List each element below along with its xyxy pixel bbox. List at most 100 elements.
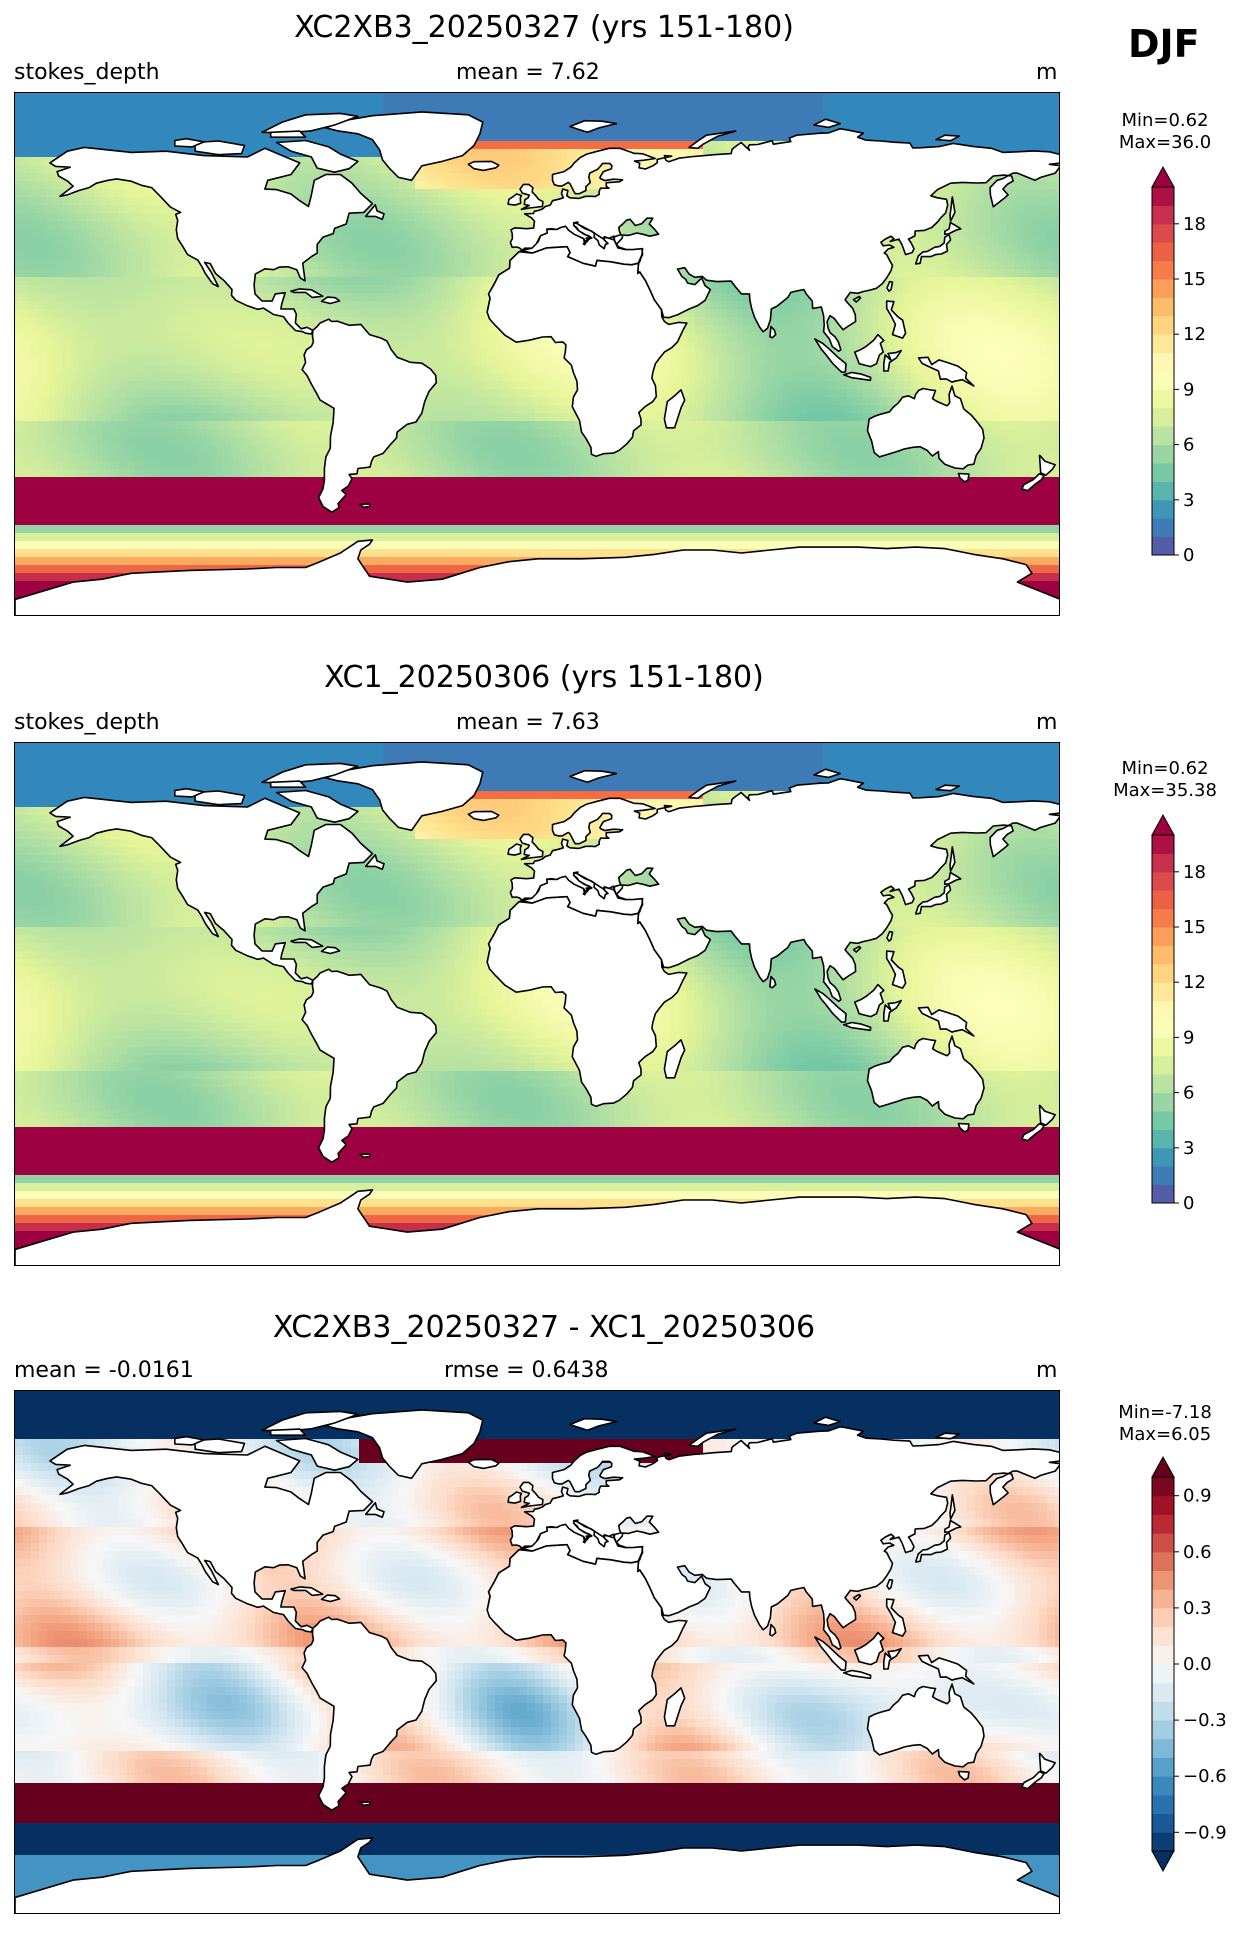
coastline-sri-lanka <box>769 975 777 989</box>
coastline-sri-hainan <box>852 295 862 303</box>
coastline-nz-south <box>1021 1771 1045 1790</box>
colorbar-tick-label: 6 <box>1183 435 1194 456</box>
coastline-africa-south <box>486 895 688 1108</box>
colorbar-step <box>1152 1757 1174 1777</box>
coastline-hokkaido <box>944 221 962 235</box>
colorbar-step <box>1152 945 1174 965</box>
colorbar-step <box>1152 426 1174 446</box>
coastline-borneo <box>853 1631 885 1666</box>
colorbar-tick-label: 9 <box>1183 1027 1194 1048</box>
coastline-nz-south <box>1021 473 1045 492</box>
colorbar-tick-label: 0 <box>1183 545 1194 565</box>
colorbar-step <box>1152 1533 1174 1553</box>
colorbar-step <box>1152 518 1174 538</box>
coastline-iceland <box>467 810 500 822</box>
colorbar-step <box>1152 1589 1174 1609</box>
coastline-japan <box>914 884 952 915</box>
variable-label: stokes_depth <box>14 710 160 735</box>
colorbar-min: Min=0.62 <box>1085 758 1245 780</box>
colorbar-extend-min <box>1151 1850 1175 1873</box>
coastline-new-zealand <box>1038 1104 1056 1126</box>
colorbar-step <box>1152 223 1174 243</box>
coastline-north-america <box>49 146 374 335</box>
coastline-java <box>842 1669 872 1680</box>
coastline-philippines <box>885 950 907 989</box>
colorbar-step <box>1152 481 1174 501</box>
coastline-cuba <box>290 1586 324 1597</box>
colorbar-step <box>1152 1701 1174 1721</box>
season-label: DJF <box>1128 22 1200 66</box>
colorbar-step <box>1152 1037 1174 1057</box>
colorbar-step <box>1152 1570 1174 1590</box>
colorbar-tick-label: 6 <box>1183 1083 1194 1104</box>
panel-title: XC1_20250306 (yrs 151-180) <box>14 660 1074 695</box>
coastline-hokkaido <box>944 1519 962 1533</box>
coastline-victoria <box>194 1438 246 1454</box>
colorbar-tick-label: 3 <box>1183 490 1194 511</box>
colorbar-step <box>1152 1019 1174 1038</box>
coastline-africa-south <box>486 1543 688 1756</box>
map-plot <box>14 742 1060 1266</box>
colorbar-step <box>1152 1055 1174 1075</box>
coastline-tasmania <box>957 472 970 483</box>
colorbar-step <box>1152 444 1174 464</box>
coastline-philippines <box>885 1598 907 1637</box>
coastline-devon <box>269 130 307 138</box>
colorbar-tick-label: 12 <box>1183 324 1206 345</box>
coastline-devon <box>269 780 307 788</box>
colorbar-step <box>1152 1813 1174 1833</box>
coastline-africa-eurasia <box>486 778 1059 1002</box>
coastline-sumatra <box>814 988 847 1023</box>
colorbar-tick-label: 0.9 <box>1183 1486 1212 1507</box>
colorbar-step <box>1152 1664 1174 1684</box>
coastline-australia <box>866 1035 985 1120</box>
coastline-baffin <box>275 1437 359 1471</box>
colorbar-tick-label: 12 <box>1183 972 1206 993</box>
coastline-new-zealand <box>1038 454 1056 476</box>
colorbar-tick-label: −0.3 <box>1183 1710 1227 1731</box>
coastline-iceland <box>467 160 500 172</box>
coastline-java <box>842 1021 872 1032</box>
colorbar-step <box>1152 1129 1174 1149</box>
coastline-hispaniola <box>320 296 341 305</box>
coastline-australia <box>866 385 985 470</box>
coastline-antarctica <box>15 1837 1059 1913</box>
colorbar-tick-label: 15 <box>1183 917 1206 938</box>
coastline-cuba <box>290 938 324 949</box>
coastline-antarctica <box>15 539 1059 615</box>
coastline-victoria <box>194 790 246 806</box>
coastline-tasmania <box>957 1770 970 1781</box>
colorbar: −0.9 −0.6 −0.3 0.0 0.3 0.6 0.9 <box>1151 1455 1227 1873</box>
coastline-greenland <box>325 1409 484 1480</box>
coastline-svalbard <box>569 119 618 134</box>
coastline-sri-lanka <box>769 1623 777 1637</box>
colorbar-step <box>1152 890 1174 910</box>
coastline-new-siberian <box>935 1432 961 1440</box>
coastline-north-america <box>49 796 374 985</box>
colorbar-tick-label: 18 <box>1183 862 1206 883</box>
coastline-falklands <box>359 1801 371 1807</box>
coastline-taiwan <box>886 1578 894 1590</box>
coastline-banks <box>174 787 205 798</box>
colorbar-step <box>1152 1074 1174 1094</box>
colorbar-step <box>1152 1776 1174 1796</box>
coastline-severnaya <box>813 768 841 779</box>
colorbar-extend-max <box>1151 165 1175 188</box>
colorbar-tick-label: 0.6 <box>1183 1542 1212 1563</box>
coastline-newfoundland <box>364 204 385 221</box>
colorbar-step <box>1152 279 1174 298</box>
colorbar-step <box>1152 908 1174 928</box>
colorbar-step <box>1152 871 1174 891</box>
colorbar-step <box>1152 927 1174 946</box>
coastline-japan <box>914 234 952 265</box>
colorbar-tick-label: 15 <box>1183 269 1206 290</box>
colorbar-step <box>1152 352 1174 372</box>
coastline-sri-hainan <box>852 1593 862 1601</box>
colorbar-tick-label: 3 <box>1183 1138 1194 1159</box>
coastline-new-guinea <box>917 1654 975 1685</box>
coastline-sri-hainan <box>852 945 862 953</box>
mean-label: mean = 7.62 <box>456 60 600 85</box>
colorbar-tick-label: 0 <box>1183 1193 1194 1213</box>
coastline-africa-eurasia <box>486 1426 1059 1650</box>
colorbar-step <box>1152 963 1174 983</box>
